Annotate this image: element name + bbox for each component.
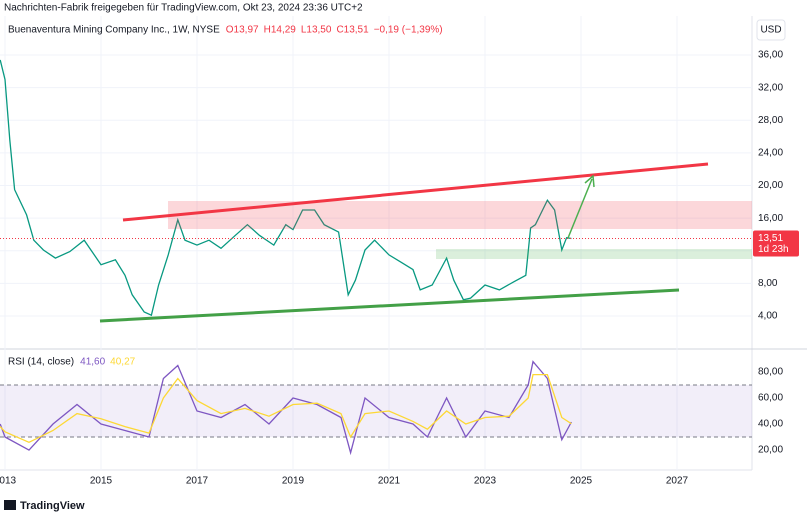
y-tick-label: 60,00 xyxy=(758,393,783,404)
y-tick-label: 28,00 xyxy=(758,115,783,126)
x-tick-label: 2019 xyxy=(282,476,305,487)
legend-value: O13,97 xyxy=(226,25,259,36)
y-tick-label: 20,00 xyxy=(758,445,783,456)
currency-box[interactable] xyxy=(756,19,786,41)
y-tick-label: 80,00 xyxy=(758,367,783,378)
share-header: Nachrichten-Fabrik freigegeben für Tradi… xyxy=(4,3,363,14)
legend-value: 40,27 xyxy=(110,357,135,368)
x-tick-label: 2013 xyxy=(0,476,17,487)
x-tick-label: 2023 xyxy=(474,476,497,487)
drawings xyxy=(99,162,752,323)
x-tick-label: 2017 xyxy=(186,476,209,487)
y-tick-label: 4,00 xyxy=(758,311,778,322)
projection-arrow xyxy=(567,178,593,239)
x-tick-label: 2021 xyxy=(378,476,401,487)
series-line xyxy=(0,373,572,444)
x-tick-label: 2015 xyxy=(90,476,113,487)
arrow-head xyxy=(584,174,595,188)
y-tick-label: 32,00 xyxy=(758,82,783,93)
y-tick-label: 36,00 xyxy=(758,50,783,61)
series-line xyxy=(0,59,572,317)
x-tick-label: 2025 xyxy=(570,476,593,487)
logo-icon xyxy=(4,500,16,510)
legend-title: Buenaventura Mining Company Inc., 1W, NY… xyxy=(8,25,220,36)
currency[interactable]: USD xyxy=(760,25,781,36)
legend-value: 41,60 xyxy=(80,357,105,368)
rsi-band xyxy=(0,385,752,438)
upper-trendline xyxy=(122,162,709,222)
legend-value: C13,51 xyxy=(336,25,369,36)
legend-title: RSI (14, close) xyxy=(8,357,74,368)
y-tick-label: 8,00 xyxy=(758,278,778,289)
legend-value: L13,50 xyxy=(301,25,332,36)
y-tick-label: 20,00 xyxy=(758,180,783,191)
series-line xyxy=(0,360,572,456)
y-tick-label: 40,00 xyxy=(758,419,783,430)
plot-area xyxy=(0,16,752,470)
countdown-label: 1d 23h xyxy=(758,244,789,255)
support-zone xyxy=(436,249,752,259)
footer-logo: TradingView xyxy=(4,500,85,512)
x-tick-label: 2027 xyxy=(666,476,689,487)
legend-value: −0,19 (−1,39%) xyxy=(374,25,443,36)
last-price-box xyxy=(753,230,799,257)
footer-text: TradingView xyxy=(20,500,85,512)
legend-value: H14,29 xyxy=(264,25,297,36)
y-tick-label: 24,00 xyxy=(758,148,783,159)
resistance-zone xyxy=(168,201,752,229)
last-price-label: 13,51 xyxy=(758,233,783,244)
y-tick-label: 16,00 xyxy=(758,213,783,224)
lower-trendline xyxy=(99,288,680,323)
